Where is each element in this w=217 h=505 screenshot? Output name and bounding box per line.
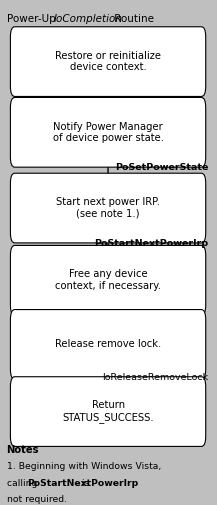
Text: IoReleaseRemoveLock: IoReleaseRemoveLock <box>102 373 208 382</box>
FancyBboxPatch shape <box>10 97 206 167</box>
Text: 1. Beginning with Windows Vista,: 1. Beginning with Windows Vista, <box>7 462 161 471</box>
FancyBboxPatch shape <box>10 245 206 315</box>
FancyBboxPatch shape <box>10 377 206 446</box>
Text: Free any device
context, if necessary.: Free any device context, if necessary. <box>55 270 161 291</box>
Text: PoStartNextPowerIrp: PoStartNextPowerIrp <box>94 239 208 248</box>
FancyBboxPatch shape <box>10 173 206 243</box>
Text: Notify Power Manager
of device power state.: Notify Power Manager of device power sta… <box>53 122 164 143</box>
Text: PoSetPowerState: PoSetPowerState <box>115 163 208 172</box>
FancyBboxPatch shape <box>10 27 206 96</box>
Text: Notes: Notes <box>7 445 39 456</box>
Text: Start next power IRP.
(see note 1.): Start next power IRP. (see note 1.) <box>56 197 160 219</box>
FancyBboxPatch shape <box>10 310 206 379</box>
Text: Restore or reinitialize
device context.: Restore or reinitialize device context. <box>55 51 161 72</box>
Text: Power-Up: Power-Up <box>7 14 59 24</box>
Text: PoStartNextPowerIrp: PoStartNextPowerIrp <box>27 479 138 488</box>
Text: not required.: not required. <box>7 495 66 504</box>
Text: IoCompletion: IoCompletion <box>54 14 123 24</box>
Text: Release remove lock.: Release remove lock. <box>55 339 161 349</box>
Text: is: is <box>79 479 90 488</box>
Text: Routine: Routine <box>111 14 154 24</box>
Text: Return
STATUS_SUCCESS.: Return STATUS_SUCCESS. <box>62 400 154 423</box>
Text: calling: calling <box>7 479 40 488</box>
